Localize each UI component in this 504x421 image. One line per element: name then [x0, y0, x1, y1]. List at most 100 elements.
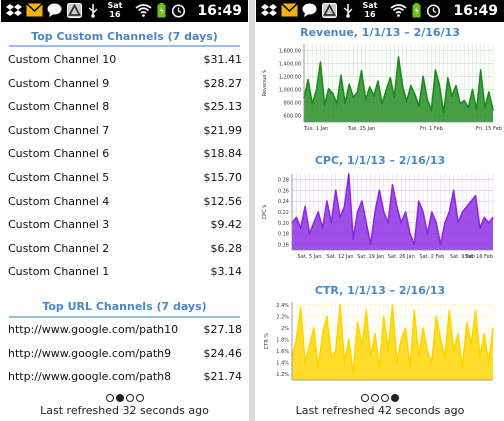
data-point: [304, 361, 306, 364]
data-point: [295, 216, 298, 219]
data-point: [326, 200, 328, 202]
list-item[interactable]: Custom Channel 1 $3.14: [8, 260, 242, 283]
page-dot[interactable]: [125, 393, 134, 402]
page-indicator[interactable]: [1, 387, 248, 402]
list-item[interactable]: Custom Channel 9 $28.27: [8, 72, 242, 95]
page-dot[interactable]: [105, 393, 114, 402]
data-point: [410, 84, 412, 87]
y-tick-label: 2%: [281, 326, 289, 332]
list-item[interactable]: Custom Channel 5 $15.70: [8, 166, 242, 189]
list-item[interactable]: Custom Channel 2 $6.28: [8, 237, 242, 260]
list-item[interactable]: Custom Channel 4 $12.56: [8, 190, 242, 213]
data-point: [492, 216, 494, 219]
page-dot[interactable]: [135, 393, 144, 402]
y-tick-label: 1,400.00: [279, 62, 301, 68]
list-item[interactable]: http://www.google.com/path9 $24.46: [8, 342, 242, 365]
data-point: [378, 189, 381, 192]
list-item[interactable]: Custom Channel 10 $31.41: [8, 48, 242, 71]
x-tick-label: Fri. 15 Feb: [476, 126, 502, 132]
data-point: [369, 356, 372, 358]
data-point: [319, 61, 322, 63]
data-point: [434, 69, 437, 71]
data-point: [344, 102, 346, 104]
data-point: [452, 189, 455, 192]
data-point: [340, 74, 342, 76]
page-indicator[interactable]: [256, 387, 504, 402]
data-point: [356, 321, 359, 324]
data-point: [396, 205, 398, 208]
data-point: [479, 69, 482, 71]
list-item[interactable]: Custom Channel 8 $25.13: [8, 95, 242, 118]
status-bar: Sat 16 16:49: [256, 0, 504, 22]
data-point: [474, 309, 477, 312]
data-point: [461, 211, 464, 213]
data-point: [348, 83, 350, 86]
list-item[interactable]: Custom Channel 7 $21.99: [8, 119, 242, 142]
y-axis-label: CPC $: [262, 205, 268, 220]
data-point: [352, 96, 355, 99]
data-point: [299, 227, 302, 230]
x-tick-label: Sat. 16 Feb: [465, 254, 493, 260]
x-tick-label: Sat. 5 Jan: [298, 254, 322, 260]
page-dot[interactable]: [115, 393, 124, 402]
channel-earnings: $21.99: [203, 123, 243, 137]
calendar-day: Sat: [107, 1, 123, 10]
data-point: [404, 327, 407, 329]
y-tick-label: 1,600.00: [279, 49, 301, 55]
data-point: [364, 99, 367, 101]
chat-icon: [302, 3, 317, 17]
data-point: [308, 344, 311, 347]
y-tick-label: 1,000.00: [279, 88, 301, 94]
data-point: [431, 211, 433, 213]
data-point: [475, 109, 478, 112]
ctr-chart: 1.2% 1.4% 1.6% 1.8% 2% 2.2% 2.4% CTR %: [264, 302, 494, 381]
page-dot[interactable]: [391, 393, 399, 402]
page-dot[interactable]: [361, 393, 369, 402]
channel-name: http://www.google.com/path9: [8, 346, 172, 360]
data-point: [487, 222, 490, 224]
list-item[interactable]: Custom Channel 3 $9.42: [8, 213, 242, 236]
data-point: [457, 222, 459, 224]
data-point: [488, 91, 490, 93]
data-point: [452, 350, 455, 352]
x-tick-label: Sat. 2 Feb: [419, 254, 444, 260]
calendar-icon: Sat 16: [105, 1, 125, 19]
title-divider: [9, 45, 240, 47]
list-item[interactable]: http://www.google.com/path8 $21.74: [8, 365, 242, 388]
data-point: [439, 243, 442, 246]
data-point: [356, 211, 359, 213]
data-point: [487, 361, 490, 364]
data-point: [438, 85, 441, 88]
status-bar: Sat 16 16:49: [1, 0, 248, 22]
data-point: [465, 205, 468, 208]
data-point: [374, 211, 376, 213]
data-point: [295, 338, 298, 341]
data-point: [361, 200, 363, 202]
data-point: [374, 332, 376, 335]
last-refreshed-text: Last refreshed 32 seconds ago: [40, 404, 209, 417]
channel-earnings: $18.84: [203, 147, 243, 161]
dropbox-icon: [6, 4, 22, 16]
page-dot[interactable]: [381, 393, 389, 402]
channel-name: Custom Channel 2: [8, 241, 110, 255]
data-point: [393, 96, 396, 99]
title-divider: [9, 316, 240, 318]
list-item[interactable]: Custom Channel 6 $18.84: [8, 142, 242, 165]
data-point: [321, 332, 324, 335]
calendar-date: 16: [364, 10, 376, 19]
revenue-chart: 600.00 800.00 1,000.00 1,200.00 1,400.00 1,60…: [262, 44, 502, 132]
usb-icon: [343, 4, 353, 18]
status-time: 16:49: [197, 3, 242, 19]
list-item[interactable]: http://www.google.com/path10 $27.18: [8, 318, 242, 341]
data-point: [448, 211, 451, 213]
page-dot[interactable]: [371, 393, 379, 402]
data-point: [417, 200, 420, 202]
dropbox-icon: [261, 4, 277, 16]
data-point: [391, 184, 394, 186]
channel-earnings: $28.27: [203, 76, 243, 90]
data-point: [417, 356, 420, 358]
data-point: [381, 103, 383, 105]
alarm-icon: [171, 4, 186, 18]
data-point: [444, 222, 446, 224]
screen-divider: [249, 0, 255, 421]
